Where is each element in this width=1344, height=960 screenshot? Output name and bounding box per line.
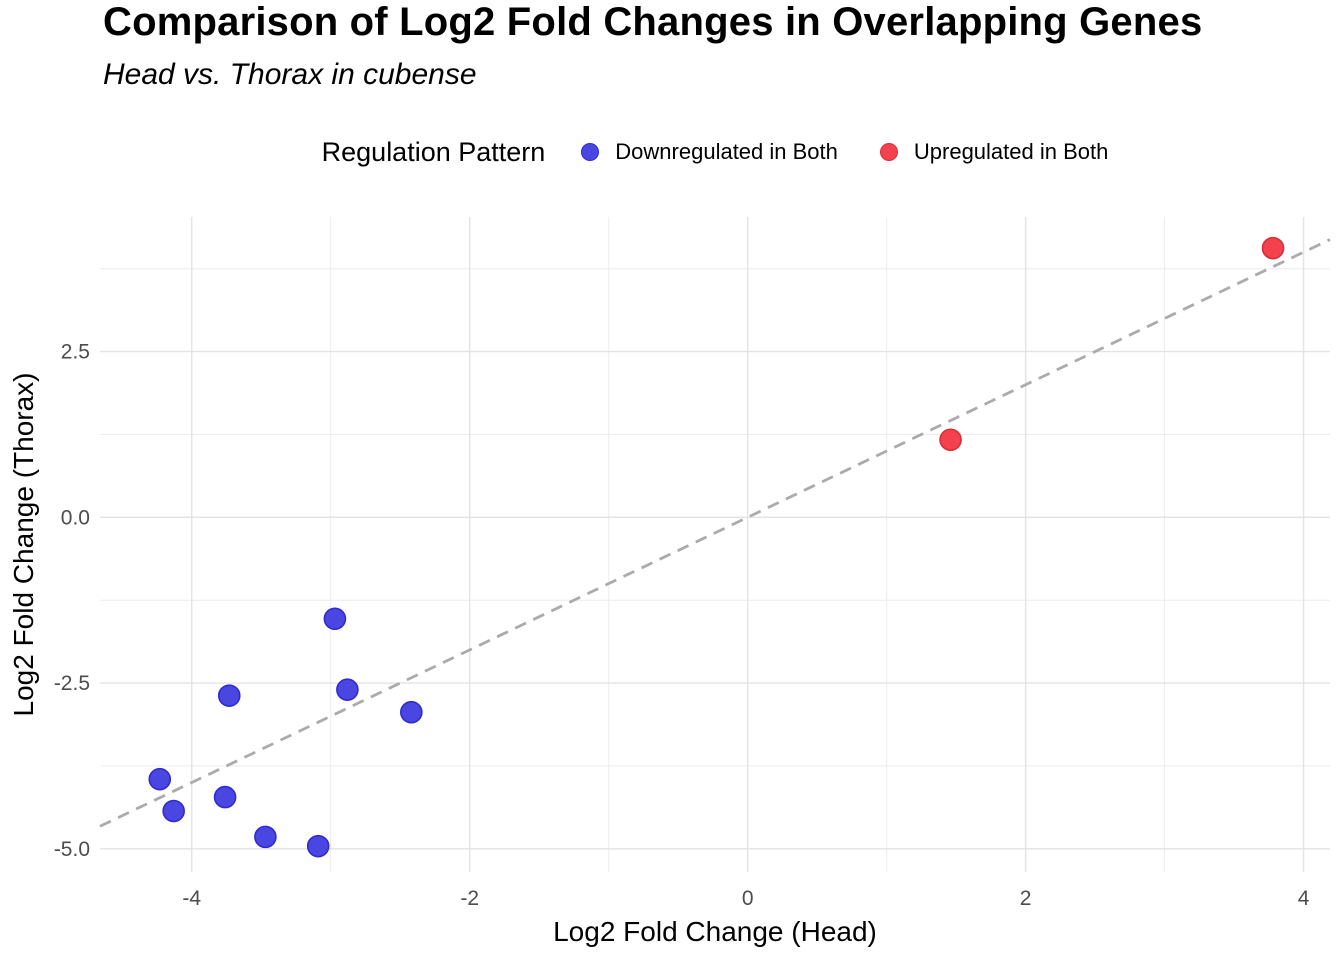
- x-tick-label: -4: [182, 887, 201, 910]
- y-tick-label: 2.5: [61, 341, 90, 364]
- identity-reference-line: [99, 238, 1331, 828]
- data-point-downregulated: [213, 785, 237, 809]
- data-point-downregulated: [323, 607, 347, 631]
- data-point-downregulated: [217, 684, 241, 707]
- x-tick-label: -2: [460, 887, 479, 910]
- legend-item-downregulated: Downregulated in Both: [581, 139, 838, 165]
- legend-dot-blue-icon: [581, 143, 600, 161]
- chart-subtitle: Head vs. Thorax in cubense: [103, 58, 477, 91]
- data-point-upregulated: [939, 428, 962, 452]
- legend: Regulation Pattern Downregulated in Both…: [100, 130, 1330, 174]
- y-axis-title: Log2 Fold Change (Thorax): [8, 373, 39, 717]
- chart-title: Comparison of Log2 Fold Changes in Overl…: [103, 0, 1203, 44]
- y-tick-label: -2.5: [54, 672, 90, 695]
- data-point-downregulated: [162, 799, 185, 823]
- data-point-downregulated: [400, 700, 423, 724]
- x-axis-title: Log2 Fold Change (Head): [553, 916, 877, 947]
- y-tick-label: 0.0: [61, 506, 90, 529]
- x-tick-label: 2: [1020, 887, 1032, 910]
- legend-label-upregulated: Upregulated in Both: [913, 139, 1109, 164]
- y-tick-label: -5.0: [54, 838, 90, 861]
- data-point-downregulated: [148, 767, 172, 791]
- legend-item-upregulated: Upregulated in Both: [879, 139, 1109, 165]
- data-point-downregulated: [254, 825, 277, 849]
- legend-label-downregulated: Downregulated in Both: [615, 139, 838, 164]
- x-tick-label: 4: [1298, 887, 1310, 910]
- data-point-upregulated: [1261, 236, 1285, 260]
- data-point-downregulated: [336, 678, 359, 701]
- legend-dot-red-icon: [879, 143, 898, 161]
- data-point-downregulated: [306, 834, 330, 858]
- x-tick-label: 0: [742, 887, 754, 910]
- legend-title: Regulation Pattern: [321, 136, 546, 167]
